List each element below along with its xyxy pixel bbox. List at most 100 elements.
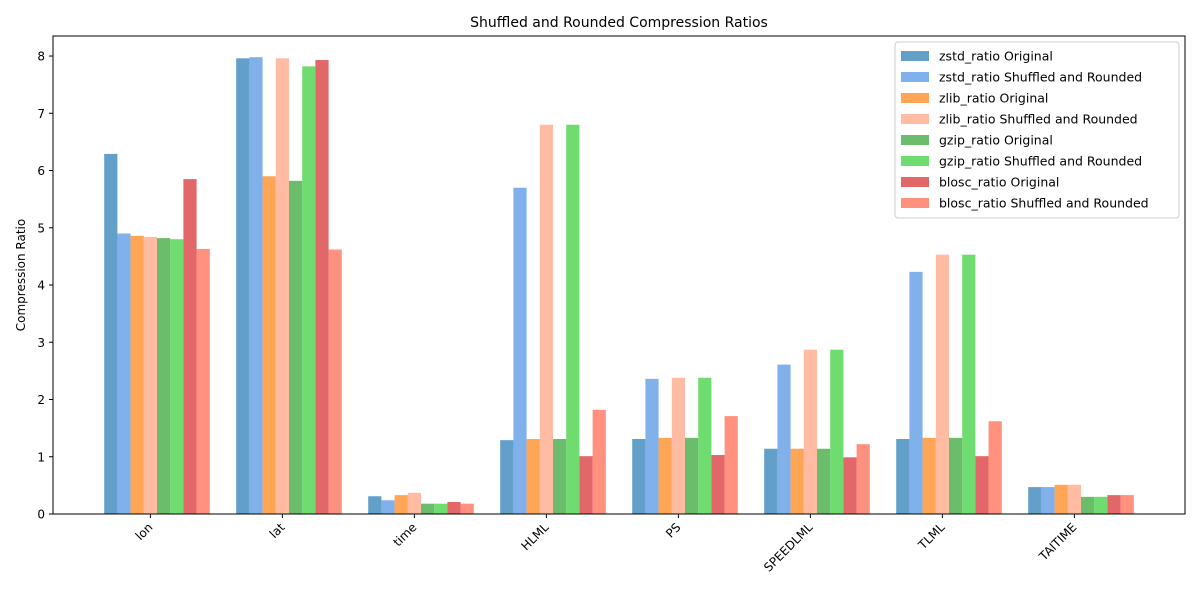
bar-TAITIME-zlib_ratio-original: [1054, 484, 1068, 514]
bar-TLML-blosc_ratio-shuffled-and-rounded: [988, 421, 1002, 514]
bar-PS-zlib_ratio-shuffled-and-rounded: [671, 377, 685, 514]
bar-lon-blosc_ratio-shuffled-and-rounded: [196, 248, 210, 514]
legend-label: zlib_ratio Shuffled and Rounded: [939, 112, 1138, 127]
bar-PS-blosc_ratio-original: [711, 455, 725, 514]
bar-HLML-zlib_ratio-shuffled-and-rounded: [539, 124, 553, 514]
legend-box: [894, 41, 1180, 219]
bar-SPEEDLML-zlib_ratio-original: [790, 448, 804, 514]
y-tick-label: 4: [37, 279, 45, 293]
x-tick-label-lat: lat: [267, 520, 288, 541]
legend-label: blosc_ratio Original: [939, 175, 1059, 190]
bar-TLML-gzip_ratio-shuffled-and-rounded: [962, 254, 976, 514]
bar-lon-zlib_ratio-original: [130, 235, 144, 515]
bar-HLML-blosc_ratio-shuffled-and-rounded: [592, 409, 606, 514]
legend-label: zstd_ratio Original: [939, 49, 1053, 64]
x-tick-label-ps: PS: [663, 520, 683, 540]
bar-lon-gzip_ratio-shuffled-and-rounded: [170, 239, 184, 514]
bar-TAITIME-zlib_ratio-shuffled-and-rounded: [1067, 484, 1081, 514]
legend-swatch: [901, 177, 929, 187]
bar-PS-blosc_ratio-shuffled-and-rounded: [724, 416, 738, 514]
bar-lon-zstd_ratio-original: [104, 153, 118, 514]
y-tick-label: 1: [37, 450, 45, 464]
legend-label: zlib_ratio Original: [939, 91, 1048, 106]
legend-label: gzip_ratio Shuffled and Rounded: [939, 154, 1142, 169]
bar-HLML-blosc_ratio-original: [579, 456, 593, 514]
bar-time-blosc_ratio-original: [447, 501, 461, 514]
chart-title: Shuffled and Rounded Compression Ratios: [470, 15, 768, 31]
bar-time-zstd_ratio-shuffled-and-rounded: [381, 500, 395, 514]
bar-PS-gzip_ratio-original: [685, 437, 699, 514]
bar-TLML-zstd_ratio-original: [896, 439, 910, 514]
bar-TAITIME-gzip_ratio-shuffled-and-rounded: [1094, 496, 1108, 514]
legend-swatch: [901, 72, 929, 82]
bar-TAITIME-blosc_ratio-shuffled-and-rounded: [1120, 495, 1134, 514]
bar-time-zlib_ratio-shuffled-and-rounded: [407, 492, 421, 514]
bar-lon-blosc_ratio-original: [183, 179, 197, 515]
bar-time-zlib_ratio-original: [394, 495, 408, 514]
y-tick-label: 6: [37, 164, 45, 178]
bars-group: [104, 57, 1134, 515]
y-tick-label: 5: [37, 221, 45, 235]
bar-SPEEDLML-zstd_ratio-original: [764, 448, 778, 514]
x-tick-label-lon: lon: [133, 520, 156, 543]
bar-TLML-blosc_ratio-original: [975, 456, 989, 514]
bar-TAITIME-zstd_ratio-original: [1028, 487, 1042, 514]
bar-lat-gzip_ratio-shuffled-and-rounded: [302, 66, 316, 514]
bar-lat-blosc_ratio-original: [315, 60, 329, 514]
y-tick-label: 2: [37, 393, 45, 407]
legend-label: zstd_ratio Shuffled and Rounded: [939, 70, 1142, 85]
bar-HLML-gzip_ratio-shuffled-and-rounded: [566, 124, 580, 514]
bar-TAITIME-zstd_ratio-shuffled-and-rounded: [1041, 487, 1055, 514]
bar-PS-zstd_ratio-shuffled-and-rounded: [645, 378, 659, 514]
bar-HLML-zstd_ratio-shuffled-and-rounded: [513, 187, 527, 514]
legend-swatch: [901, 51, 929, 61]
bar-TLML-zlib_ratio-shuffled-and-rounded: [935, 254, 949, 514]
bar-lon-zstd_ratio-shuffled-and-rounded: [117, 233, 131, 514]
y-tick-label: 0: [37, 508, 45, 522]
bar-HLML-zlib_ratio-original: [526, 439, 540, 514]
legend-label: gzip_ratio Original: [939, 133, 1053, 148]
plot-frame: [52, 35, 1186, 515]
bar-time-gzip_ratio-shuffled-and-rounded: [434, 503, 448, 514]
bar-lat-zlib_ratio-shuffled-and-rounded: [275, 58, 289, 514]
bar-TLML-zstd_ratio-shuffled-and-rounded: [909, 271, 923, 514]
x-tick-label-taitime: TAITIME: [1036, 520, 1080, 564]
bar-lat-zstd_ratio-shuffled-and-rounded: [249, 57, 263, 515]
y-tick-label: 3: [37, 336, 45, 350]
bar-lat-zstd_ratio-original: [236, 58, 250, 514]
bar-lon-zlib_ratio-shuffled-and-rounded: [143, 236, 157, 514]
bar-SPEEDLML-gzip_ratio-shuffled-and-rounded: [830, 349, 844, 514]
y-axis-label: Compression Ratio: [14, 219, 28, 332]
legend-swatch: [901, 156, 929, 166]
x-tick-label-tlml: TLML: [915, 520, 948, 553]
legend: zstd_ratio Original zstd_ratio Shuffled a…: [894, 41, 1180, 219]
legend-swatch: [901, 135, 929, 145]
bar-lat-gzip_ratio-original: [289, 180, 303, 514]
y-tick-label: 8: [37, 50, 45, 64]
legend-swatch: [901, 198, 929, 208]
bar-TAITIME-gzip_ratio-original: [1081, 496, 1095, 514]
bar-TAITIME-blosc_ratio-original: [1107, 495, 1121, 514]
bar-time-blosc_ratio-shuffled-and-rounded: [460, 503, 474, 514]
y-tick-label: 7: [37, 107, 45, 121]
bar-SPEEDLML-blosc_ratio-shuffled-and-rounded: [856, 444, 870, 514]
x-tick-label-time: time: [390, 520, 419, 549]
bar-PS-gzip_ratio-shuffled-and-rounded: [698, 377, 712, 514]
legend-label: blosc_ratio Shuffled and Rounded: [939, 196, 1149, 211]
bar-TLML-gzip_ratio-original: [949, 437, 963, 514]
bar-lat-blosc_ratio-shuffled-and-rounded: [328, 249, 342, 514]
bar-SPEEDLML-zlib_ratio-shuffled-and-rounded: [803, 349, 817, 514]
legend-swatch: [901, 114, 929, 124]
bar-HLML-zstd_ratio-original: [500, 440, 514, 514]
bar-HLML-gzip_ratio-original: [553, 439, 567, 514]
bar-PS-zlib_ratio-original: [658, 437, 672, 514]
bar-PS-zstd_ratio-original: [632, 439, 646, 514]
bar-lon-gzip_ratio-original: [157, 238, 171, 514]
bar-SPEEDLML-zstd_ratio-shuffled-and-rounded: [777, 364, 791, 514]
bar-SPEEDLML-blosc_ratio-original: [843, 457, 857, 514]
bar-lat-zlib_ratio-original: [262, 176, 276, 514]
bar-time-zstd_ratio-original: [368, 496, 382, 514]
x-tick-label-speedlml: SPEEDLML: [761, 520, 816, 575]
bar-TLML-zlib_ratio-original: [922, 437, 936, 514]
